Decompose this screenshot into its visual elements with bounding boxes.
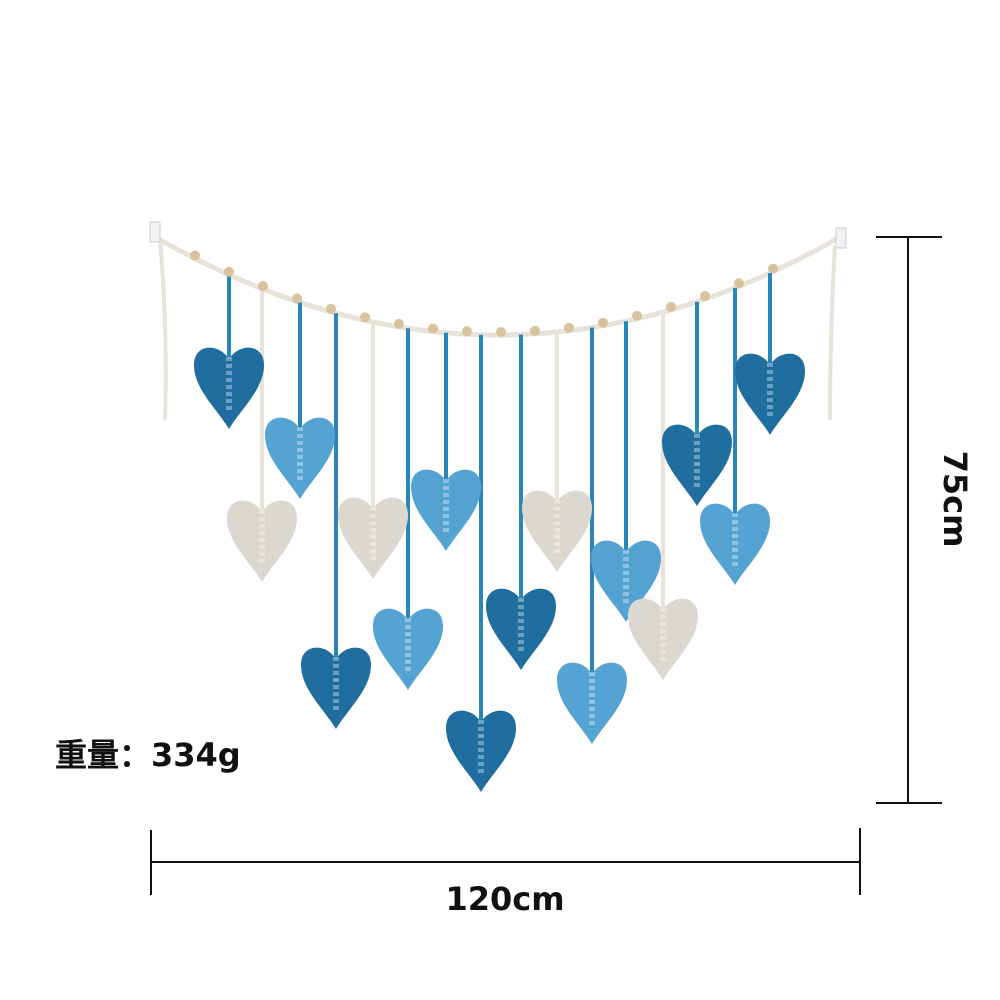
macrame-leaf: [486, 588, 556, 670]
wood-bead: [292, 293, 302, 304]
macrame-leaf: [338, 497, 408, 579]
wood-bead: [190, 250, 200, 261]
leaf-shape: [628, 598, 698, 680]
leaf-shape: [301, 647, 371, 729]
macrame-leaf: [522, 490, 592, 572]
wood-bead: [768, 263, 778, 274]
wood-bead: [564, 322, 574, 333]
macrame-leaf: [227, 500, 297, 582]
macrame-leaf: [628, 598, 698, 680]
macrame-leaf: [700, 503, 770, 585]
macrame-leaf: [735, 353, 805, 435]
wood-bead: [598, 317, 608, 328]
leaf-shape: [194, 347, 264, 429]
macrame-leaf: [446, 710, 516, 792]
macrame-leaf: [194, 347, 264, 429]
leaf-shape: [411, 469, 481, 551]
wall-hook-left: [149, 221, 161, 243]
macrame-leaf: [265, 417, 335, 499]
wood-bead: [530, 325, 540, 336]
leaf-shape: [662, 424, 732, 506]
macrame-leaf: [591, 540, 661, 622]
leaf-shape: [338, 497, 408, 579]
macrame-leaf: [373, 608, 443, 690]
leaf-shape: [265, 417, 335, 499]
hanging-tassel-right: [828, 244, 837, 421]
wood-bead: [496, 326, 506, 337]
wood-bead: [734, 278, 744, 289]
leaf-shape: [522, 490, 592, 572]
leaf-shape: [446, 710, 516, 792]
macrame-leaf: [662, 424, 732, 506]
hanging-tassel-left: [158, 239, 168, 421]
wood-bead: [462, 326, 472, 337]
leaf-shape: [227, 500, 297, 582]
wood-bead: [258, 281, 268, 292]
wood-bead: [326, 303, 336, 314]
macrame-leaf: [557, 662, 627, 744]
weight-label: 重量：334g: [55, 736, 241, 774]
wood-bead: [666, 301, 676, 312]
leaf-shape: [591, 540, 661, 622]
wood-bead: [360, 312, 370, 323]
wood-bead: [224, 266, 234, 277]
wood-bead: [394, 318, 404, 329]
macrame-leaf: [411, 469, 481, 551]
wood-bead: [428, 323, 438, 334]
width-label: 120cm: [445, 880, 565, 918]
macrame-leaf: [301, 647, 371, 729]
leaf-shape: [373, 608, 443, 690]
wall-hook-right: [835, 227, 847, 249]
wood-bead: [632, 310, 642, 321]
leaf-shape: [735, 353, 805, 435]
leaf-shape: [486, 588, 556, 670]
height-label: 75cm: [936, 450, 974, 548]
wood-bead: [700, 291, 710, 302]
leaf-shape: [700, 503, 770, 585]
leaf-shape: [557, 662, 627, 744]
